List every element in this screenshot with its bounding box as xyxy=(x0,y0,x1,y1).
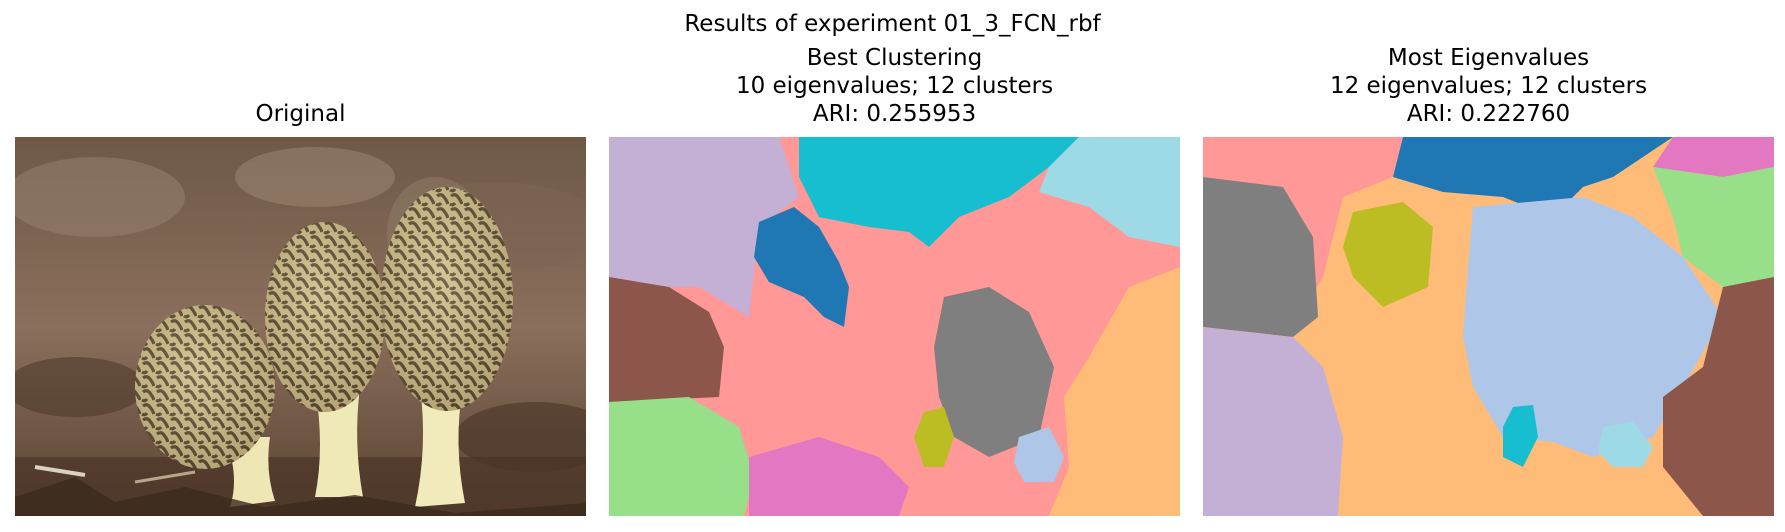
panel-title-line-2: 10 eigenvalues; 12 clusters xyxy=(735,73,1054,99)
segmentation-most-eigenvalues xyxy=(1203,137,1774,516)
panel-title-line-3: ARI: 0.222760 xyxy=(1406,101,1571,127)
panel-title: Most Eigenvalues 12 eigenvalues; 12 clus… xyxy=(1203,44,1774,128)
panel-title: Best Clustering 10 eigenvalues; 12 clust… xyxy=(609,44,1180,128)
panel-title-line-1: Best Clustering xyxy=(806,45,983,71)
figure-suptitle: Results of experiment 01_3_FCN_rbf xyxy=(684,11,1101,37)
panel-title-line-1: Original xyxy=(255,101,346,127)
panel-title-line-2: 12 eigenvalues; 12 clusters xyxy=(1329,73,1648,99)
original-photo xyxy=(15,137,586,516)
panel-title: Original xyxy=(15,100,586,128)
panel-title-line-3: ARI: 0.255953 xyxy=(812,101,977,127)
panel-title-line-1: Most Eigenvalues xyxy=(1387,45,1590,71)
segmentation-best xyxy=(609,137,1180,516)
